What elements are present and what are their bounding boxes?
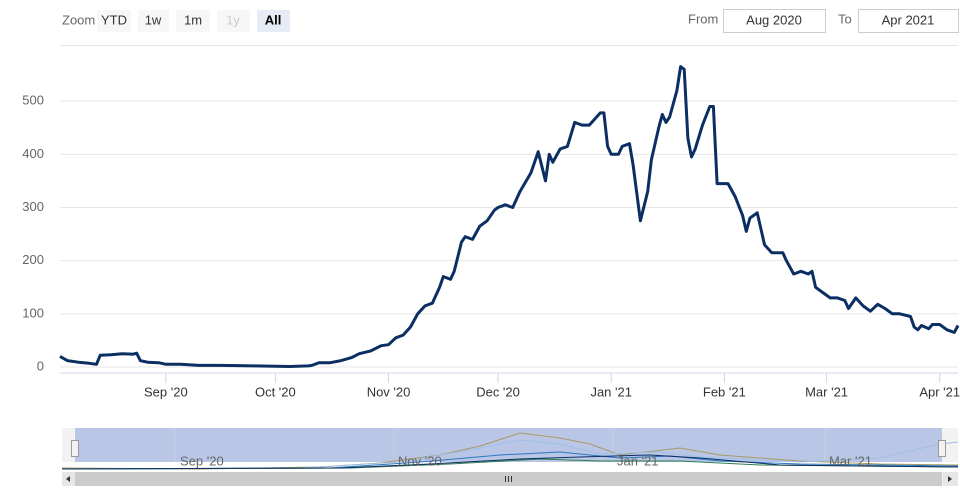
zoom-label: Zoom [62, 12, 95, 27]
x-tick-label: Apr '21 [919, 384, 960, 399]
to-value[interactable]: Apr 2021 [882, 12, 935, 27]
x-tick-label: Dec '20 [476, 384, 520, 399]
navigator-label: Nov '20 [398, 453, 442, 468]
zoom-button[interactable] [176, 10, 210, 32]
navigator-series [61, 451, 959, 470]
navigator-series [61, 458, 959, 470]
navigator-handle[interactable] [938, 440, 946, 457]
zoom-button[interactable] [138, 10, 169, 32]
navigator-label: Sep '20 [180, 453, 224, 468]
to-input[interactable] [858, 9, 959, 33]
zoom-button-label[interactable]: All [265, 12, 282, 27]
navigator-label: Jan '21 [617, 453, 659, 468]
x-tick-label: Nov '20 [367, 384, 411, 399]
y-tick-label: 200 [22, 252, 44, 267]
navigator-label: Mar '21 [829, 453, 872, 468]
zoom-button-label: 1y [226, 12, 240, 27]
zoom-buttons: YTD 1w 1m 1y All [97, 10, 290, 32]
navigator-series [61, 454, 959, 470]
from-label: From [688, 11, 718, 26]
y-tick-label: 100 [22, 305, 44, 320]
navigator: Sep '20 Nov '20 Jan '21 Mar '21 [61, 428, 959, 470]
to-label: To [838, 11, 852, 26]
data-line [59, 65, 960, 368]
x-tick-label: Feb '21 [703, 384, 746, 399]
zoom-button-label[interactable]: 1m [184, 12, 202, 27]
scrollbar-arrow [948, 476, 952, 482]
navigator-series [61, 439, 959, 470]
y-tick-label: 300 [22, 199, 44, 214]
y-tick-label: 500 [22, 93, 44, 108]
scrollbar-grip [505, 476, 512, 482]
zoom-button-label[interactable]: 1w [145, 12, 162, 27]
zoom-button[interactable] [97, 10, 131, 32]
x-tick-label: Oct '20 [255, 384, 296, 399]
y-tick-label: 0 [37, 358, 44, 373]
zoom-button-selected[interactable] [257, 10, 290, 32]
plot-area: 0 100 200 300 400 500 Sep '20 Oct '20 Nov '20 Dec… [22, 65, 960, 399]
navigator-handle[interactable] [71, 440, 79, 457]
scrollbar-arrow [66, 476, 70, 482]
zoom-button [217, 10, 250, 32]
from-input[interactable] [723, 9, 826, 33]
zoom-button-label[interactable]: YTD [101, 12, 127, 27]
navigator-selection[interactable] [75, 428, 942, 462]
x-tick-label: Mar '21 [805, 384, 848, 399]
scrollbar [62, 472, 958, 486]
x-tick-label: Jan '21 [590, 384, 632, 399]
from-value[interactable]: Aug 2020 [746, 12, 802, 27]
y-tick-label: 400 [22, 146, 44, 161]
x-tick-label: Sep '20 [144, 384, 188, 399]
